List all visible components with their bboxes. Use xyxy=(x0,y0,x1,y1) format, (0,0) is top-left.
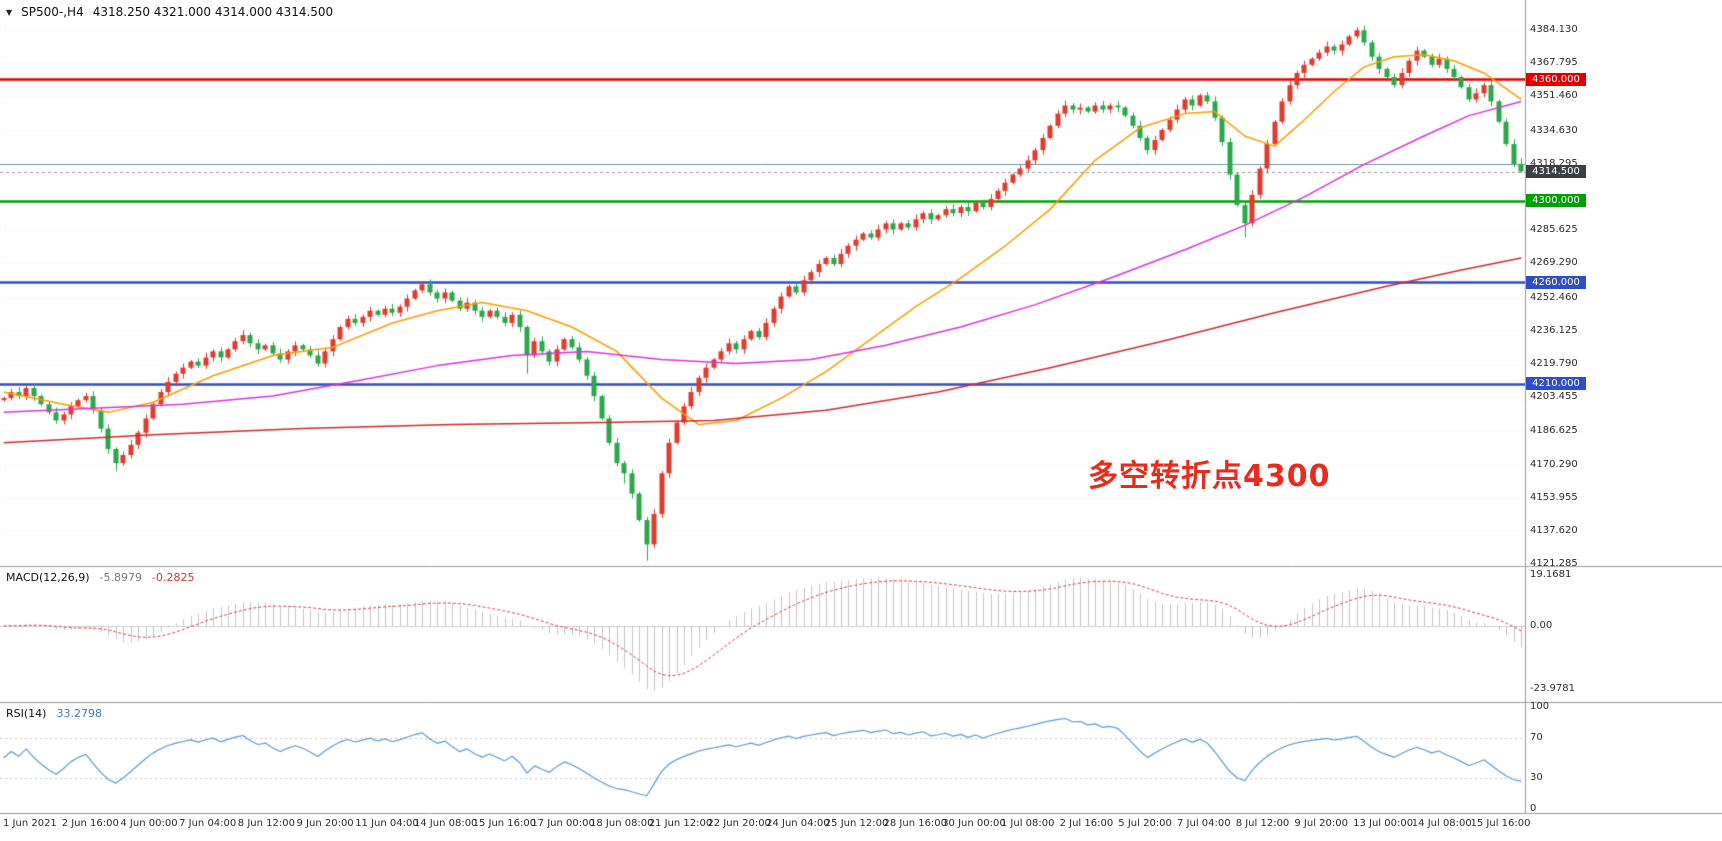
ohlc-values: 4318.250 4321.000 4314.000 4314.500 xyxy=(92,5,334,19)
rsi-name: RSI(14) xyxy=(6,707,47,720)
chart-title-bar: ▼ SP500-,H4 4318.250 4321.000 4314.000 4… xyxy=(6,5,333,19)
rsi-indicator-label: RSI(14) 33.2798 xyxy=(6,707,102,720)
rsi-value: 33.2798 xyxy=(56,707,102,720)
macd-main-value: -5.8979 xyxy=(99,571,143,584)
macd-indicator-label: MACD(12,26,9) -5.8979 -0.2825 xyxy=(6,571,194,584)
annotation-text: 多空转折点4300 xyxy=(1088,459,1331,494)
macd-signal-value: -0.2825 xyxy=(152,571,195,584)
symbol-period-label: SP500-,H4 xyxy=(21,5,84,19)
chart-menu-icon[interactable]: ▼ xyxy=(6,7,13,17)
macd-name: MACD(12,26,9) xyxy=(6,571,90,584)
